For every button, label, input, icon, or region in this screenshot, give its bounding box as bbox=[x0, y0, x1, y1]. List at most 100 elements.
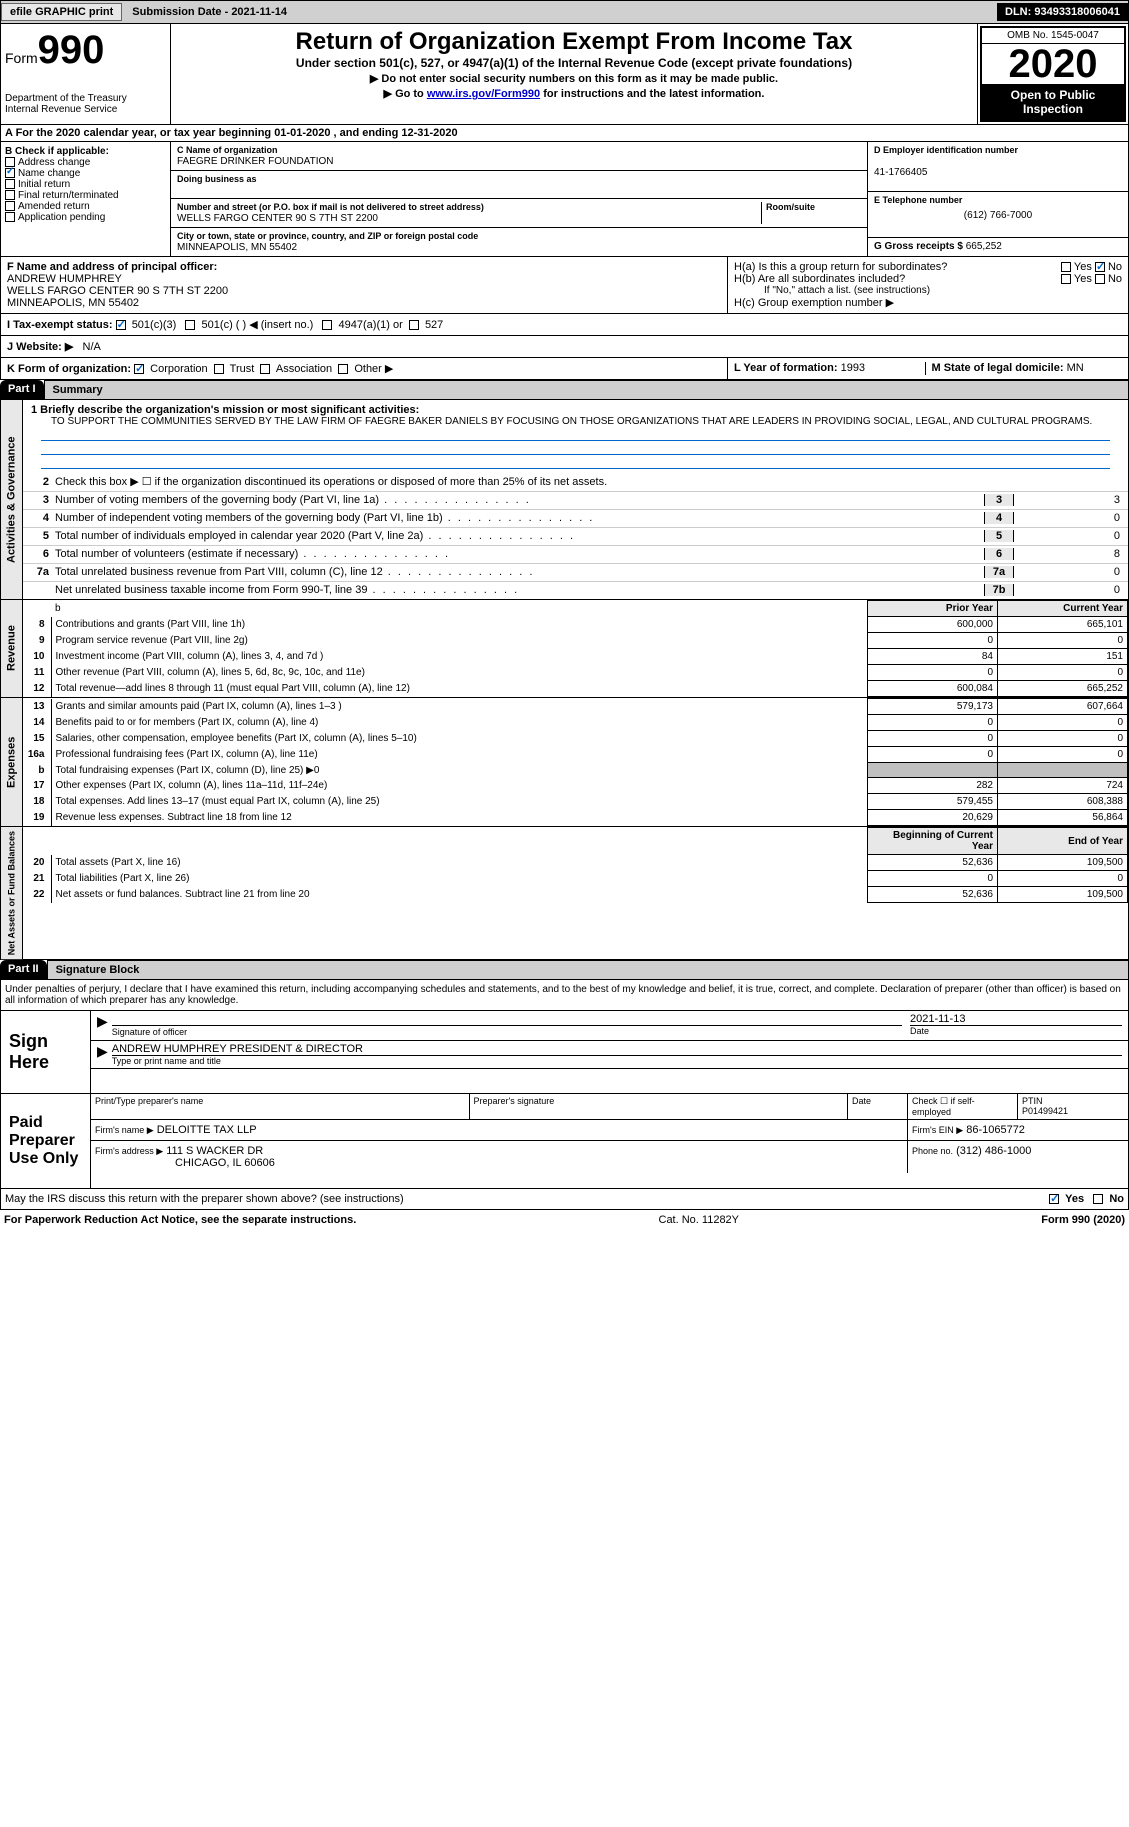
dln: DLN: 93493318006041 bbox=[997, 3, 1128, 21]
expenses-section: Expenses 13Grants and similar amounts pa… bbox=[0, 698, 1129, 827]
city-label: City or town, state or province, country… bbox=[177, 231, 478, 241]
l-label: L Year of formation: bbox=[734, 362, 838, 374]
hb-yes[interactable] bbox=[1061, 274, 1071, 284]
k-opt-0: Corporation bbox=[150, 363, 207, 375]
website-value: N/A bbox=[83, 341, 101, 353]
b-check-3[interactable] bbox=[5, 190, 15, 200]
officer-addr2: MINNEAPOLIS, MN 55402 bbox=[7, 297, 721, 309]
b-check-5[interactable] bbox=[5, 212, 15, 222]
irs-link[interactable]: www.irs.gov/Form990 bbox=[427, 88, 540, 100]
prep-sig-label: Preparer's signature bbox=[470, 1094, 849, 1119]
phone-value: (612) 766-7000 bbox=[874, 210, 1122, 221]
officer-name: ANDREW HUMPHREY bbox=[7, 273, 721, 285]
part2-header: Part II bbox=[0, 960, 47, 980]
firm-phone: (312) 486-1000 bbox=[956, 1145, 1031, 1157]
instr-link: ▶ Go to www.irs.gov/Form990 for instruct… bbox=[179, 87, 969, 100]
j-label: J Website: ▶ bbox=[7, 341, 73, 353]
org-name: FAEGRE DRINKER FOUNDATION bbox=[177, 156, 334, 167]
yes-label: Yes bbox=[1065, 1193, 1084, 1205]
k-opt-1: Trust bbox=[230, 363, 255, 375]
officer-addr1: WELLS FARGO CENTER 90 S 7TH ST 2200 bbox=[7, 285, 721, 297]
k-other[interactable] bbox=[338, 364, 348, 374]
part2-title: Signature Block bbox=[47, 960, 1129, 980]
hb-no[interactable] bbox=[1095, 274, 1105, 284]
prep-date-label: Date bbox=[848, 1094, 908, 1119]
firm-addr2: CHICAGO, IL 60606 bbox=[95, 1157, 275, 1169]
firm-name: DELOITTE TAX LLP bbox=[157, 1124, 257, 1136]
penalty-text: Under penalties of perjury, I declare th… bbox=[0, 980, 1129, 1011]
page-footer: For Paperwork Reduction Act Notice, see … bbox=[0, 1210, 1129, 1230]
phone-label: E Telephone number bbox=[874, 195, 962, 205]
firm-addr-label: Firm's address ▶ bbox=[95, 1146, 163, 1156]
b-item-5: Application pending bbox=[18, 212, 105, 223]
k-corp[interactable] bbox=[134, 364, 144, 374]
governance-section: Activities & Governance 1 Briefly descri… bbox=[0, 400, 1129, 600]
sig-arrow2-icon: ▶ bbox=[97, 1043, 108, 1066]
dept-treasury: Department of the Treasury bbox=[5, 93, 166, 104]
discuss-text: May the IRS discuss this return with the… bbox=[5, 1193, 404, 1205]
netassets-label: Net Assets or Fund Balances bbox=[1, 827, 23, 959]
sig-officer-label: Signature of officer bbox=[112, 1027, 187, 1037]
k-opt-3: Other ▶ bbox=[354, 363, 393, 375]
open-inspection: Open to Public Inspection bbox=[982, 84, 1124, 120]
ein-label: D Employer identification number bbox=[874, 145, 1018, 155]
i-opt-0: 501(c)(3) bbox=[132, 319, 177, 331]
prep-name-label: Print/Type preparer's name bbox=[91, 1094, 470, 1119]
discuss-row: May the IRS discuss this return with the… bbox=[0, 1189, 1129, 1210]
dept-irs: Internal Revenue Service bbox=[5, 104, 166, 115]
l-value: 1993 bbox=[841, 362, 865, 374]
row-fh: F Name and address of principal officer:… bbox=[0, 257, 1129, 314]
line2-text: Check this box ▶ ☐ if the organization d… bbox=[55, 475, 1124, 488]
f-label: F Name and address of principal officer: bbox=[7, 261, 217, 273]
sig-arrow-icon: ▶ bbox=[97, 1013, 108, 1038]
b-check-1[interactable] bbox=[5, 168, 15, 178]
i-4947[interactable] bbox=[322, 320, 332, 330]
b-item-3: Final return/terminated bbox=[18, 190, 119, 201]
header-bar: efile GRAPHIC print Submission Date - 20… bbox=[0, 0, 1129, 24]
i-501c[interactable] bbox=[185, 320, 195, 330]
i-501c3[interactable] bbox=[116, 320, 126, 330]
info-block: B Check if applicable: Address changeNam… bbox=[0, 142, 1129, 257]
gross-label: G Gross receipts $ bbox=[874, 241, 963, 252]
sign-here-label: Sign Here bbox=[1, 1011, 91, 1093]
discuss-yes[interactable] bbox=[1049, 1194, 1059, 1204]
ha-yes[interactable] bbox=[1061, 262, 1071, 272]
firm-name-label: Firm's name ▶ bbox=[95, 1125, 154, 1135]
firm-addr1: 111 S WACKER DR bbox=[166, 1145, 263, 1157]
mission-label: 1 Briefly describe the organization's mi… bbox=[31, 404, 419, 416]
dba-label: Doing business as bbox=[177, 174, 257, 184]
sign-here-section: Sign Here ▶ Signature of officer 2021-11… bbox=[0, 1011, 1129, 1094]
expenses-label: Expenses bbox=[1, 698, 23, 826]
revenue-label: Revenue bbox=[1, 600, 23, 697]
k-trust[interactable] bbox=[214, 364, 224, 374]
footer-mid: Cat. No. 11282Y bbox=[659, 1214, 740, 1226]
i-label: I Tax-exempt status: bbox=[7, 319, 113, 331]
i-527[interactable] bbox=[409, 320, 419, 330]
no-label: No bbox=[1109, 1193, 1124, 1205]
form-subtitle: Under section 501(c), 527, or 4947(a)(1)… bbox=[179, 56, 969, 70]
hc-label: H(c) Group exemption number ▶ bbox=[734, 296, 1122, 309]
hb-label: H(b) Are all subordinates included? bbox=[734, 273, 905, 285]
form-title: Return of Organization Exempt From Incom… bbox=[179, 28, 969, 56]
k-opt-2: Association bbox=[276, 363, 332, 375]
part1-header: Part I bbox=[0, 380, 44, 400]
b-item-1: Name change bbox=[18, 168, 80, 179]
discuss-no[interactable] bbox=[1093, 1194, 1103, 1204]
b-check-4[interactable] bbox=[5, 201, 15, 211]
b-check-2[interactable] bbox=[5, 179, 15, 189]
firm-phone-label: Phone no. bbox=[912, 1146, 953, 1156]
ptin-label: PTIN bbox=[1022, 1096, 1043, 1106]
ptin-value: P01499421 bbox=[1022, 1106, 1068, 1116]
efile-print-button[interactable]: efile GRAPHIC print bbox=[1, 3, 122, 21]
mission-text: TO SUPPORT THE COMMUNITIES SERVED BY THE… bbox=[31, 416, 1120, 427]
row-j: J Website: ▶ N/A bbox=[0, 336, 1129, 358]
submission-date: Submission Date - 2021-11-14 bbox=[124, 6, 997, 18]
form-header: Form990 Department of the Treasury Inter… bbox=[0, 24, 1129, 125]
part1-title: Summary bbox=[44, 380, 1129, 400]
k-assoc[interactable] bbox=[260, 364, 270, 374]
paid-prep-label: Paid Preparer Use Only bbox=[1, 1094, 91, 1188]
org-addr: WELLS FARGO CENTER 90 S 7TH ST 2200 bbox=[177, 213, 378, 224]
row-i: I Tax-exempt status: 501(c)(3) 501(c) ( … bbox=[0, 314, 1129, 336]
officer-type-label: Type or print name and title bbox=[112, 1055, 1122, 1066]
ha-no[interactable] bbox=[1095, 262, 1105, 272]
